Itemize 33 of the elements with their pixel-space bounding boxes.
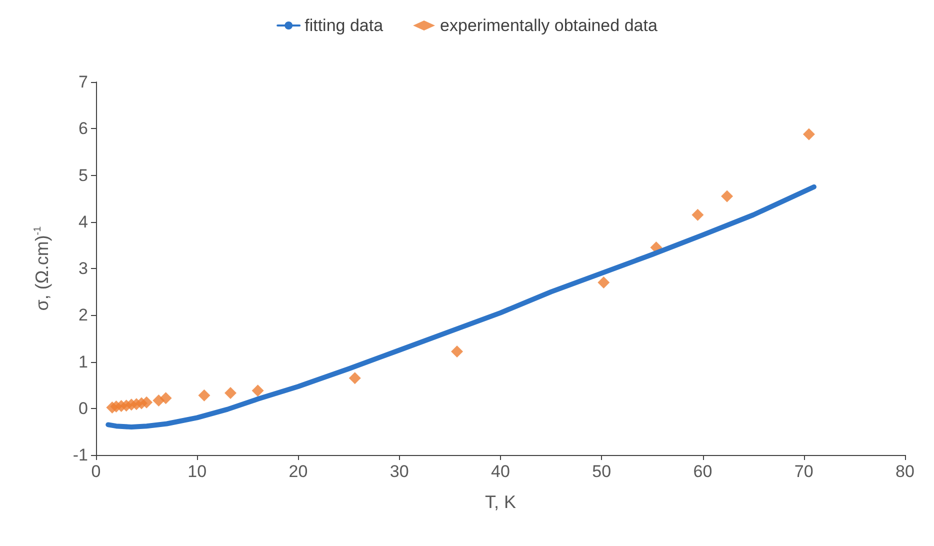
y-tick-label: 1 — [78, 352, 88, 372]
legend-label: experimentally obtained data — [440, 16, 658, 35]
point — [802, 128, 815, 140]
y-tick-label: 3 — [78, 259, 88, 278]
x-tick-label: 40 — [491, 462, 510, 481]
point — [692, 208, 704, 221]
point — [224, 386, 236, 399]
point — [140, 396, 153, 408]
y-tick-label: 5 — [78, 166, 88, 185]
x-tick-label: 70 — [794, 462, 814, 481]
y-tick-label: 4 — [78, 212, 88, 232]
x-tick-label: 60 — [693, 462, 712, 481]
x-tick-label: 80 — [896, 462, 914, 481]
legend-label: fitting data — [304, 16, 384, 35]
x-tick-label: 30 — [390, 462, 409, 481]
y-tick-label: 0 — [78, 398, 88, 418]
y-tick-label: 2 — [78, 306, 88, 325]
y-tick-label: 7 — [78, 72, 88, 92]
x-axis-title: T, K — [484, 492, 516, 512]
point — [348, 372, 361, 384]
point — [160, 392, 172, 404]
x-tick-label: 10 — [188, 462, 207, 481]
y-tick-label: 6 — [78, 119, 88, 138]
y-tick-label: -1 — [72, 446, 88, 464]
point — [252, 384, 264, 397]
x-tick-label: 0 — [91, 462, 101, 481]
point — [721, 190, 734, 202]
y-axis-title: σ, (Ω.cm)-1 — [32, 226, 52, 311]
point — [198, 389, 210, 402]
point — [598, 276, 610, 288]
x-tick-label: 50 — [592, 462, 612, 481]
point — [451, 345, 464, 358]
x-tick-label: 20 — [288, 462, 308, 481]
